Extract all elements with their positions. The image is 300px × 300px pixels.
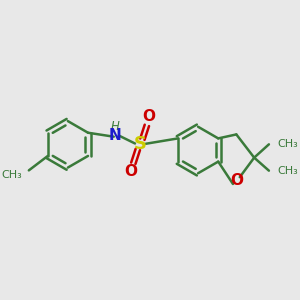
Text: O: O [230,173,243,188]
Text: N: N [109,128,122,143]
Text: O: O [124,164,137,179]
Text: H: H [111,120,120,133]
Text: O: O [143,110,156,124]
Text: S: S [134,135,147,153]
Text: CH₃: CH₃ [2,170,22,180]
Text: CH₃: CH₃ [278,166,298,176]
Text: CH₃: CH₃ [278,139,298,149]
